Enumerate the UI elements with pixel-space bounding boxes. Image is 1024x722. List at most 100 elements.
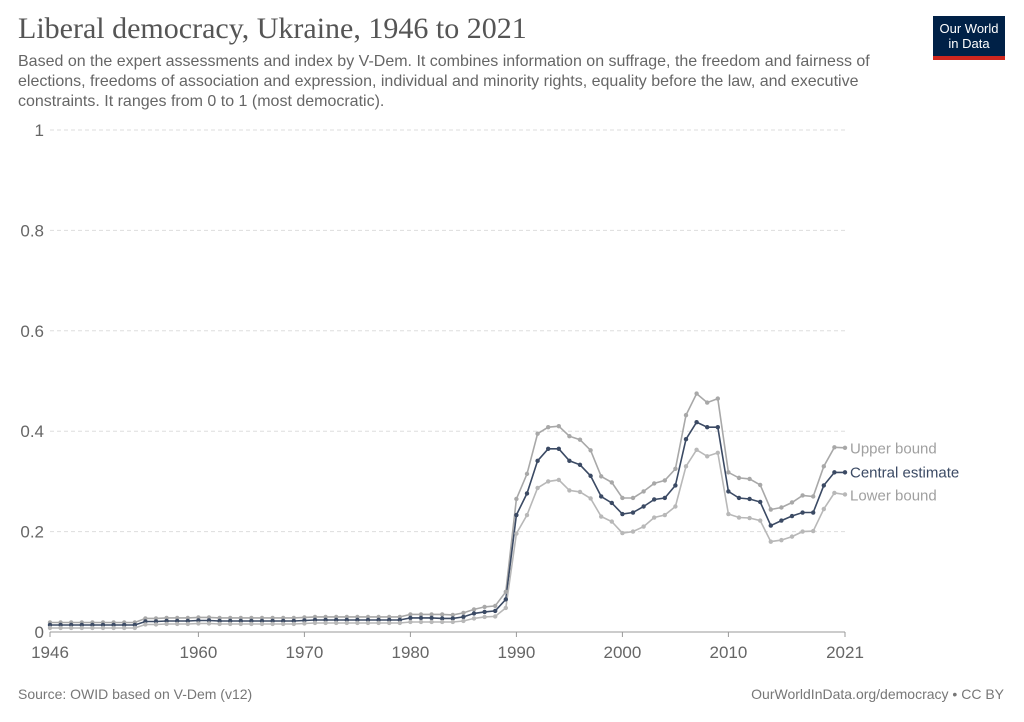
y-tick-label: 0	[35, 623, 44, 642]
data-point	[440, 612, 445, 617]
data-point	[789, 534, 795, 539]
data-point	[397, 614, 402, 620]
data-point	[323, 614, 328, 620]
data-point	[365, 614, 371, 620]
x-tick-label: 2000	[603, 643, 641, 662]
data-point	[122, 625, 127, 631]
data-point	[376, 614, 381, 620]
data-point	[747, 496, 752, 502]
data-point	[832, 490, 837, 496]
data-point	[206, 621, 212, 626]
data-point	[503, 589, 508, 595]
data-point	[832, 470, 837, 475]
data-point	[429, 612, 434, 617]
data-point	[546, 446, 551, 451]
data-point	[164, 618, 169, 624]
data-point	[259, 621, 265, 627]
data-point	[461, 614, 466, 620]
data-point	[47, 622, 53, 628]
data-point	[334, 614, 339, 620]
data-point	[206, 615, 212, 620]
owid-logo[interactable]: Our World in Data	[933, 16, 1005, 60]
y-axis-ticks: 0 0.2 0.4 0.6 0.8 1	[20, 121, 44, 642]
data-point	[599, 514, 604, 519]
data-point	[588, 448, 593, 453]
data-point	[376, 620, 381, 626]
data-point	[503, 597, 508, 602]
data-point	[567, 434, 572, 439]
logo-line-2: in Data	[948, 36, 990, 51]
chart-title: Liberal democracy, Ukraine, 1946 to 2021	[18, 12, 527, 45]
series-line-central-estimate	[50, 421, 845, 626]
data-point	[768, 539, 773, 544]
data-point	[79, 622, 85, 628]
data-point	[100, 622, 106, 628]
data-point	[609, 519, 614, 524]
data-point	[673, 466, 678, 472]
data-point	[630, 495, 636, 501]
license-link[interactable]: OurWorldInData.org/democracy • CC BY	[751, 686, 1004, 702]
data-point	[546, 479, 551, 484]
data-point	[800, 529, 805, 534]
data-point	[747, 476, 752, 482]
data-point	[312, 617, 318, 623]
data-point	[334, 620, 339, 626]
data-point	[471, 616, 477, 621]
data-point	[291, 621, 296, 627]
data-point	[758, 499, 763, 505]
data-point	[842, 492, 848, 497]
data-point	[514, 512, 519, 518]
legend-label-upper-bound: Upper bound	[850, 440, 937, 457]
data-point	[524, 471, 530, 477]
data-point	[736, 515, 742, 520]
data-point	[630, 529, 636, 534]
data-point	[609, 500, 614, 506]
legend-label-central-estimate: Central estimate	[850, 464, 959, 481]
data-point	[821, 464, 826, 469]
data-point	[588, 496, 593, 501]
data-point	[694, 391, 699, 396]
data-point	[514, 496, 519, 502]
data-point	[196, 621, 201, 626]
data-point	[800, 493, 805, 498]
data-point	[143, 619, 148, 624]
data-point	[662, 512, 667, 518]
data-point	[90, 622, 95, 628]
logo-line-1: Our World	[939, 21, 999, 36]
data-point	[164, 621, 169, 627]
data-point	[567, 488, 572, 493]
data-point	[408, 619, 413, 625]
legend-label-lower-bound: Lower bound	[850, 487, 937, 504]
series-points	[47, 391, 848, 631]
data-point	[535, 431, 540, 436]
data-point	[683, 437, 689, 442]
data-point	[185, 618, 190, 624]
data-point	[768, 523, 773, 528]
data-point	[641, 504, 646, 509]
data-point	[811, 528, 816, 534]
data-point	[832, 445, 837, 450]
data-point	[58, 625, 63, 631]
data-point	[652, 497, 657, 502]
data-point	[323, 620, 328, 626]
data-point	[397, 617, 402, 623]
data-point	[482, 609, 487, 615]
data-point	[281, 615, 286, 621]
data-point	[334, 617, 339, 623]
data-point	[312, 620, 318, 626]
data-point	[238, 615, 243, 621]
data-point	[779, 537, 784, 543]
data-point	[143, 616, 148, 621]
data-point	[482, 614, 487, 620]
data-point	[58, 622, 63, 628]
data-point	[556, 423, 561, 429]
data-point	[800, 510, 805, 515]
data-point	[524, 491, 530, 496]
data-point	[683, 464, 689, 469]
data-point	[387, 617, 392, 623]
data-point	[206, 618, 212, 623]
data-point	[217, 621, 222, 627]
data-point	[779, 505, 784, 510]
data-point	[789, 513, 795, 519]
